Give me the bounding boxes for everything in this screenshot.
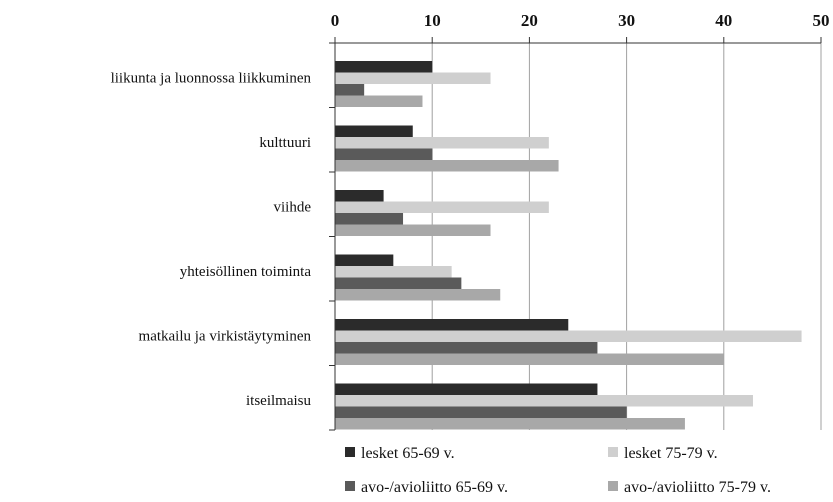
- bar: [335, 277, 462, 289]
- category-label: viihde: [274, 199, 312, 215]
- bar: [335, 61, 433, 73]
- category-label: matkailu ja virkistäytyminen: [139, 328, 312, 344]
- bar: [335, 95, 423, 107]
- bar: [335, 319, 569, 331]
- bar: [335, 190, 384, 202]
- legend-label: avo-/avioliitto 65-69 v.: [361, 479, 508, 496]
- bar: [335, 289, 501, 301]
- x-tick-label: 20: [521, 11, 538, 30]
- bar: [335, 266, 452, 278]
- category-label: kulttuuri: [259, 135, 311, 151]
- x-tick-labels: 0 10 20 30 40 50: [331, 11, 830, 30]
- x-tick-label: 10: [424, 11, 441, 30]
- bar: [335, 84, 365, 96]
- bar: [335, 342, 598, 354]
- x-tick-label: 40: [715, 11, 732, 30]
- bar: [335, 148, 433, 160]
- category-label: itseilmaisu: [246, 393, 311, 409]
- bar: [335, 254, 394, 266]
- bar: [335, 160, 559, 172]
- legend-swatch: [345, 481, 355, 491]
- category-labels: liikunta ja luonnossa liikkuminen kulttuu…: [111, 70, 312, 409]
- x-tick-label: 50: [813, 11, 830, 30]
- legend-swatch: [608, 447, 618, 457]
- bar: [335, 224, 491, 236]
- bar: [335, 213, 404, 225]
- legend-label: lesket 75-79 v.: [624, 445, 718, 462]
- legend: lesket 65-69 v. lesket 75-79 v. avo-/aviol…: [345, 445, 771, 496]
- bar: [335, 353, 724, 365]
- bar: [335, 383, 598, 395]
- bar: [335, 137, 549, 149]
- bar: [335, 201, 549, 213]
- legend-swatch: [345, 447, 355, 457]
- bar: [335, 395, 753, 407]
- legend-swatch: [608, 481, 618, 491]
- bar: [335, 418, 685, 430]
- bar: [335, 330, 802, 342]
- bar: [335, 72, 491, 84]
- category-label: liikunta ja luonnossa liikkuminen: [111, 70, 312, 86]
- gridlines: [431, 43, 822, 430]
- legend-label: avo-/avioliitto 75-79 v.: [624, 479, 771, 496]
- legend-label: lesket 65-69 v.: [361, 445, 455, 462]
- x-tick-label: 30: [618, 11, 635, 30]
- x-tick-label: 0: [331, 11, 340, 30]
- bars: [335, 61, 802, 430]
- bar: [335, 406, 627, 418]
- category-label: yhteisöllinen toiminta: [180, 264, 312, 280]
- axes: [329, 37, 822, 431]
- bar: [335, 125, 413, 137]
